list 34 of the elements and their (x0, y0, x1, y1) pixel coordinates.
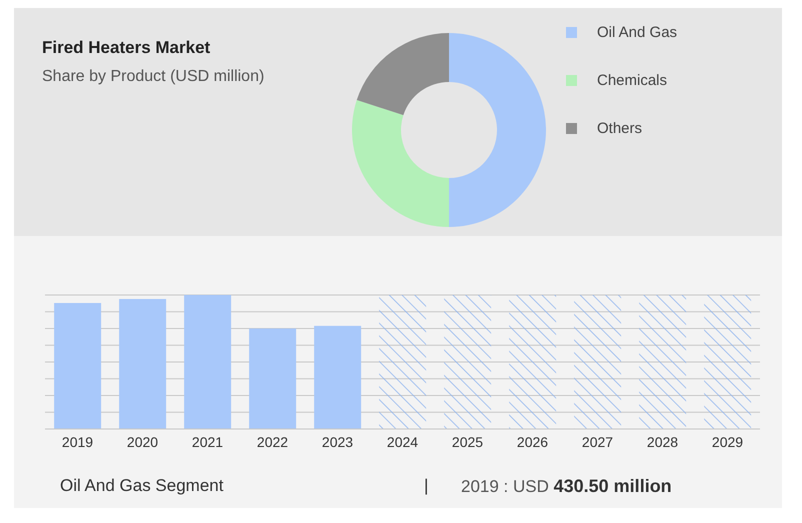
donut-slice (449, 33, 546, 227)
bar (444, 295, 492, 429)
x-tick-label: 2022 (256, 434, 288, 450)
text: | (424, 476, 428, 496)
text: 430.50 million (554, 476, 672, 496)
bar (379, 295, 426, 429)
donut-slice (356, 33, 449, 116)
bar (639, 295, 686, 429)
bar (54, 303, 102, 429)
legend-label: Oil And Gas (597, 24, 678, 40)
legend-label: Chemicals (597, 72, 668, 88)
bar (184, 295, 232, 429)
x-tick-label: 2021 (192, 434, 224, 450)
text: Oil And Gas Segment (60, 476, 224, 496)
x-tick-label: 2020 (126, 434, 158, 450)
x-tick-label: 2028 (646, 434, 678, 450)
x-tick-label: 2024 (386, 434, 418, 450)
legend-label: Others (597, 120, 642, 136)
x-tick-label: 2026 (516, 434, 548, 450)
bar (314, 326, 362, 429)
x-tick-label: 2023 (322, 434, 354, 450)
x-tick-label: 2025 (452, 434, 484, 450)
bar (509, 295, 556, 429)
bar (704, 295, 752, 429)
bar (249, 328, 296, 429)
text: Share by Product (USD million) (42, 68, 264, 86)
x-tick-label: 2019 (62, 434, 94, 450)
bar (574, 295, 622, 429)
text: 2019 : USD (461, 477, 550, 496)
donut-slice (352, 100, 449, 227)
text: Fired Heaters Market (42, 38, 210, 58)
x-tick-label: 2027 (582, 434, 614, 450)
x-tick-label: 2029 (712, 434, 744, 450)
bar (119, 299, 166, 429)
